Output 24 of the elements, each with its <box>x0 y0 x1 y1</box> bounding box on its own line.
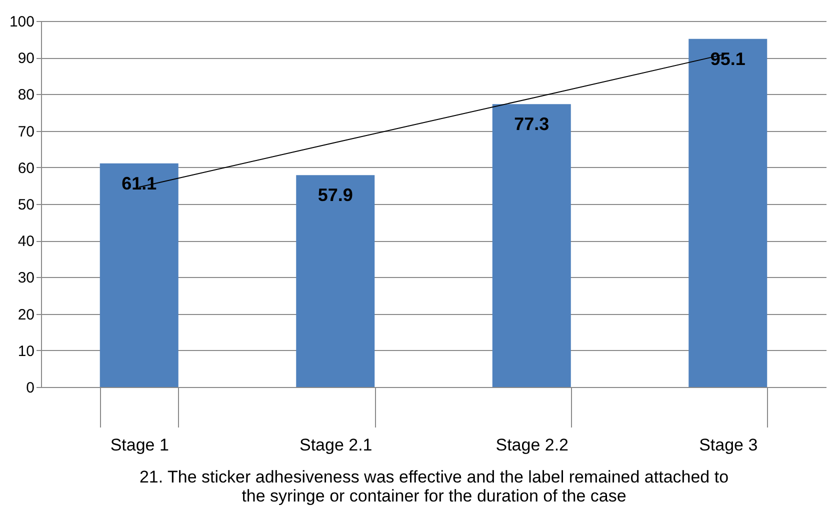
bar <box>296 175 375 387</box>
y-tick-label: 50 <box>18 196 34 214</box>
x-tick-label: Stage 2.2 <box>496 436 569 454</box>
y-tick-label: 20 <box>18 306 34 324</box>
data-label: 77.3 <box>514 114 550 134</box>
y-tick-label: 30 <box>18 270 34 287</box>
y-tick-label: 40 <box>18 233 34 250</box>
x-tick-label: Stage 2.1 <box>299 436 372 454</box>
bar <box>100 163 178 387</box>
bar <box>492 104 571 387</box>
y-tick-label: 80 <box>18 86 34 104</box>
y-tick-label: 0 <box>26 380 34 396</box>
data-label: 95.1 <box>710 48 746 69</box>
y-tick-label: 100 <box>9 14 34 30</box>
bar <box>688 38 768 387</box>
x-tick-label: Stage 1 <box>110 436 169 454</box>
x-tick-label: Stage 3 <box>699 436 758 454</box>
y-tick-label: 10 <box>18 342 34 360</box>
y-tick-label: 60 <box>18 160 34 177</box>
data-label: 57.9 <box>318 185 353 206</box>
data-label: 61.1 <box>122 173 157 194</box>
x-axis-title: 21. The sticker adhesiveness was effective and the label remained attached to the syringe or container for the duration of the case <box>139 468 729 506</box>
y-tick-label: 90 <box>18 50 34 68</box>
y-tick-label: 70 <box>18 123 34 140</box>
